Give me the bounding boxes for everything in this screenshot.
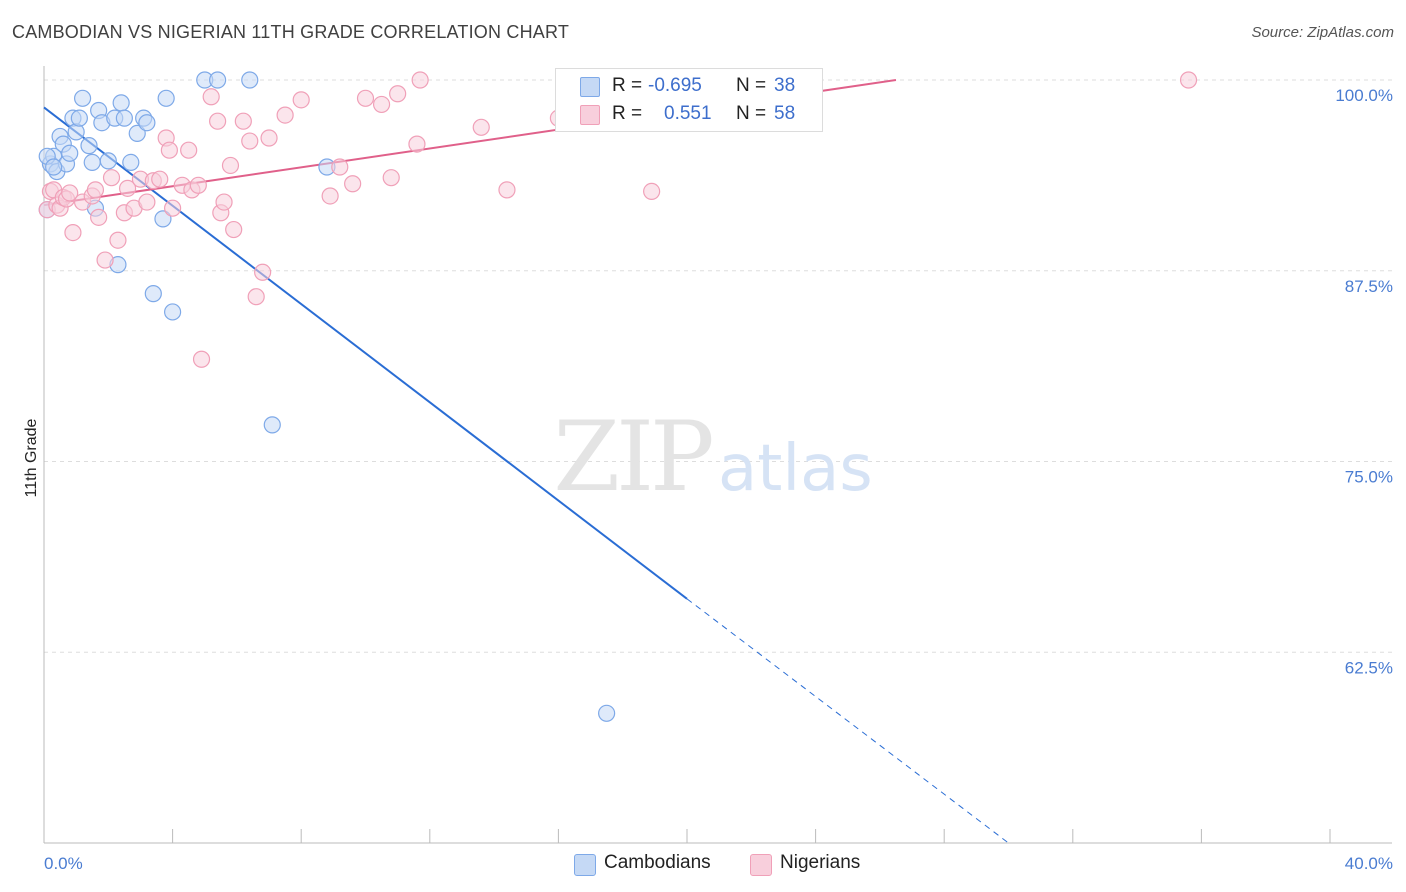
point-nigerians: [382, 169, 400, 187]
watermark-zip: ZIP: [553, 401, 712, 513]
point-nigerians: [189, 176, 207, 194]
point-cambodians: [122, 153, 140, 172]
point-cambodians: [83, 153, 101, 172]
point-cambodians: [112, 94, 130, 112]
y-tick-label: 62.5%: [1345, 658, 1393, 677]
chart-title: CAMBODIAN VS NIGERIAN 11TH GRADE CORRELA…: [12, 22, 570, 42]
cambodians-label: Cambodians: [604, 852, 711, 873]
point-nigerians: [102, 169, 121, 187]
point-nigerians: [356, 89, 375, 107]
point-nigerians: [1179, 71, 1198, 89]
x-tick-label-right: 40.0%: [1345, 854, 1393, 873]
point-nigerians: [209, 112, 227, 130]
point-cambodians: [598, 704, 616, 722]
point-nigerians: [260, 129, 278, 147]
point-nigerians: [498, 181, 516, 199]
cambodians-swatch: [574, 854, 596, 876]
point-cambodians: [263, 416, 281, 434]
point-nigerians: [180, 141, 198, 159]
point-cambodians: [128, 124, 146, 143]
watermark: ZIP atlas: [553, 401, 872, 513]
point-nigerians: [64, 224, 82, 242]
point-nigerians: [215, 193, 233, 211]
legend-r-label: R =: [612, 75, 643, 96]
legend-r-value: -0.695: [648, 75, 702, 96]
grid: [44, 79, 1392, 653]
point-cambodians: [154, 210, 172, 228]
point-nigerians: [247, 288, 265, 306]
point-cambodians: [70, 109, 88, 127]
point-nigerians: [225, 220, 243, 239]
y-tick-label: 87.5%: [1345, 277, 1393, 296]
point-nigerians: [96, 251, 114, 269]
point-cambodians: [45, 158, 63, 176]
point-cambodians: [115, 109, 133, 127]
correlation-legend: R = -0.695 N = 38 R = 0.551 N = 58: [555, 68, 823, 132]
point-nigerians: [160, 141, 178, 159]
legend-swatch-cambodians: [580, 77, 600, 97]
point-nigerians: [234, 112, 252, 130]
point-nigerians: [344, 175, 362, 193]
point-nigerians: [192, 350, 211, 368]
chart-source: Source: ZipAtlas.com: [1251, 24, 1394, 41]
point-cambodians: [99, 152, 117, 170]
point-nigerians: [643, 182, 661, 200]
point-cambodians: [80, 137, 98, 155]
point-cambodians: [138, 114, 156, 132]
point-nigerians: [151, 170, 169, 188]
legend-n-label: N =: [736, 75, 767, 96]
point-cambodians: [157, 89, 175, 107]
point-nigerians: [411, 71, 429, 89]
legend-n-value: 58: [774, 103, 796, 124]
point-nigerians: [389, 85, 407, 103]
point-cambodians: [209, 71, 227, 89]
point-cambodians: [73, 89, 92, 107]
nigerians-label: Nigerians: [780, 852, 861, 873]
legend-n-value: 38: [774, 75, 796, 96]
point-nigerians: [90, 208, 108, 226]
points: [38, 71, 1198, 722]
point-nigerians: [241, 132, 259, 150]
y-tick-label: 100.0%: [1335, 86, 1393, 105]
y-tick-label: 75.0%: [1345, 468, 1393, 487]
point-nigerians: [202, 88, 220, 106]
point-nigerians: [118, 179, 137, 197]
legend-r-value: 0.551: [664, 103, 712, 124]
legend-n-label: N =: [736, 103, 767, 124]
point-cambodians: [164, 303, 182, 321]
point-nigerians: [254, 263, 272, 281]
legend-r-label: R =: [612, 103, 643, 124]
x-tick-label-left: 0.0%: [44, 854, 83, 873]
point-nigerians: [292, 91, 310, 109]
axes: [43, 66, 1392, 844]
point-nigerians: [86, 181, 105, 199]
trendline-extension: [686, 598, 1009, 844]
point-nigerians: [276, 106, 294, 124]
point-nigerians: [221, 156, 240, 175]
point-cambodians: [61, 144, 79, 162]
watermark-atlas: atlas: [718, 432, 873, 506]
point-nigerians: [138, 193, 156, 211]
legend-swatch-nigerians: [580, 105, 600, 125]
nigerians-swatch: [750, 854, 772, 876]
point-nigerians: [61, 184, 79, 202]
point-nigerians: [372, 95, 391, 114]
point-nigerians: [331, 158, 349, 176]
y-axis-label: 11th Grade: [23, 418, 40, 497]
point-nigerians: [109, 231, 127, 249]
axis-labels: 100.0% 87.5% 75.0% 62.5% 0.0% 40.0% 11th Grade: [23, 86, 1393, 873]
point-cambodians: [144, 285, 162, 303]
point-nigerians: [472, 118, 490, 136]
point-nigerians: [164, 199, 182, 217]
point-nigerians: [408, 135, 426, 153]
point-cambodians: [241, 71, 259, 89]
point-nigerians: [321, 187, 339, 205]
